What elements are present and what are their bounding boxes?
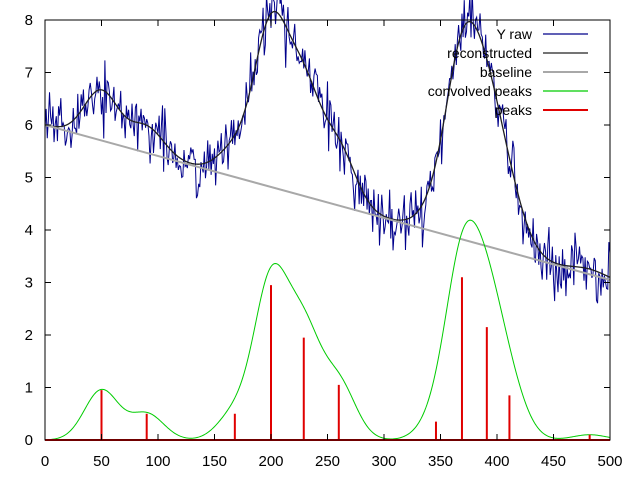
y-tick-label: 1 (25, 380, 33, 397)
x-tick-label: 450 (541, 453, 566, 470)
y-tick-label: 0 (25, 432, 33, 449)
legend-label: peaks (495, 102, 532, 118)
legend-label: baseline (480, 64, 532, 80)
legend-label: Y raw (496, 26, 532, 42)
y-tick-label: 4 (25, 222, 33, 239)
x-tick-label: 300 (371, 453, 396, 470)
x-tick-label: 150 (202, 453, 227, 470)
y-tick-label: 6 (25, 117, 33, 134)
y-tick-label: 2 (25, 327, 33, 344)
series-reconstructed (44, 10, 611, 278)
x-tick-label: 350 (428, 453, 453, 470)
x-tick-label: 0 (41, 453, 49, 470)
y-tick-label: 7 (25, 65, 33, 82)
y-tick-label: 8 (25, 12, 33, 29)
axes-layer: 0 50 100 150 200 250 300 350 400 450 500 0 1 2 3 4 5 6 7 8 (25, 12, 623, 470)
legend-label: convolved peaks (428, 83, 532, 99)
x-tick-label: 250 (315, 453, 340, 470)
x-tick-label: 100 (145, 453, 170, 470)
x-tick-label: 50 (93, 453, 110, 470)
series-y-raw (44, 0, 611, 304)
x-tick-label: 500 (597, 453, 622, 470)
y-tick-label: 5 (25, 170, 33, 187)
legend-label: reconstructed (447, 45, 532, 61)
series-baseline (44, 124, 611, 281)
legend: Y raw reconstructed baseline convolved peak… (428, 26, 588, 118)
x-tick-label: 400 (484, 453, 509, 470)
y-tick-label: 3 (25, 275, 33, 292)
x-tick-label: 200 (258, 453, 283, 470)
series-convolved-peaks (44, 219, 611, 441)
